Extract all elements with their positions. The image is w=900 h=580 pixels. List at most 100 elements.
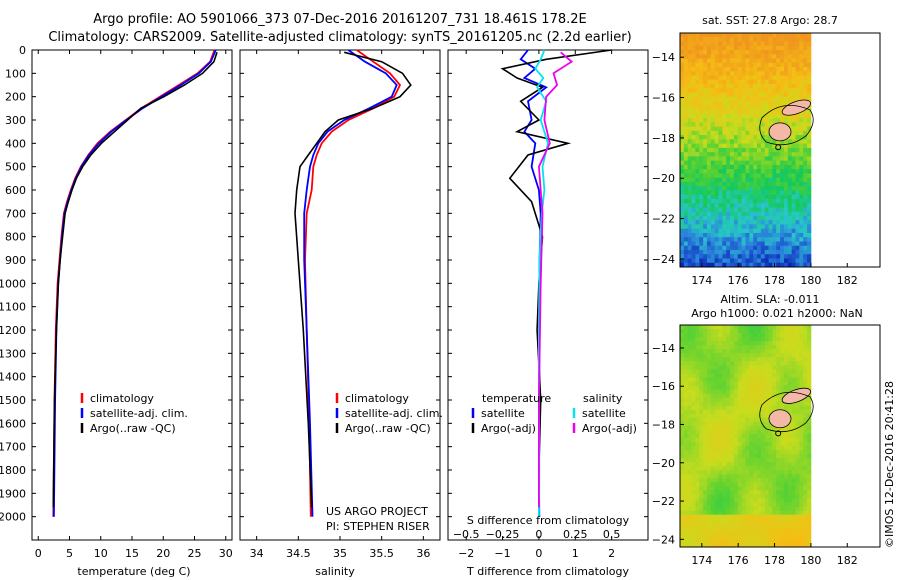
sst-map-title: sat. SST: 27.8 Argo: 28.7 [702, 14, 838, 27]
difference-xlabel: T difference from climatology [466, 565, 629, 578]
x-tick-label: −2 [458, 547, 474, 560]
map-frame [679, 324, 881, 548]
y-tick-label: 100 [5, 67, 26, 80]
y-tick-label: 800 [5, 231, 26, 244]
map-x-tick-label: 176 [728, 554, 749, 567]
figure-title-line2: Climatology: CARS2009. Satellite-adjuste… [48, 30, 631, 45]
legend-title: salinity [583, 392, 623, 405]
argo-position-marker [775, 144, 782, 151]
map-x-tick-label: 176 [728, 274, 749, 287]
legend-label: satellite [582, 407, 626, 420]
map-x-tick-label: 178 [764, 554, 785, 567]
x-tick-top-label: −0.5 [453, 528, 480, 541]
map-frame [679, 32, 881, 268]
argo-position-marker [775, 430, 782, 437]
y-tick-label: 1700 [0, 441, 26, 454]
x-tick-label: 35.5 [369, 547, 394, 560]
x-tick-label: 1 [572, 547, 579, 560]
map-x-tick-label: 182 [837, 554, 858, 567]
map-y-tick-label: −20 [652, 457, 675, 470]
y-tick-label: 400 [5, 137, 26, 150]
y-tick-label: 1300 [0, 347, 26, 360]
x-tick-label: 0 [535, 547, 542, 560]
map-y-tick-label: −20 [652, 172, 675, 185]
y-tick-label: 200 [5, 91, 26, 104]
map-x-tick-label: 180 [800, 554, 821, 567]
legend-label: Argo(..raw -QC) [90, 422, 176, 435]
map-x-tick-label: 180 [800, 274, 821, 287]
y-tick-label: 900 [5, 254, 26, 267]
legend-label: satellite-adj. clim. [345, 407, 443, 420]
map-y-tick-label: −16 [652, 92, 675, 105]
legend-label: Argo(-adj) [481, 422, 536, 435]
reef-contour [759, 391, 814, 433]
x-tick-top-label: 0.5 [603, 528, 621, 541]
x-tick-label: −1 [494, 547, 510, 560]
y-tick-label: 1200 [0, 324, 26, 337]
imos-credit: ©IMOS 12-Dec-2016 20:41:28 [883, 381, 896, 548]
x-tick-label: 20 [156, 547, 170, 560]
x-tick-label: 34 [250, 547, 264, 560]
plot-frame [239, 49, 441, 541]
y-tick-label: 1100 [0, 301, 26, 314]
map-y-tick-label: −24 [652, 533, 675, 546]
series-line-argo-raw-qc- [294, 51, 412, 508]
y-tick-label: 600 [5, 184, 26, 197]
map-x-tick-label: 178 [764, 274, 785, 287]
map-y-tick-label: −24 [652, 253, 675, 266]
map-y-tick-label: −22 [652, 495, 675, 508]
sla-map-subtitle: Argo h1000: 0.021 h2000: NaN [691, 307, 863, 320]
map-y-tick-label: −22 [652, 213, 675, 226]
sst-map: 174 176 178 180 182 −14 −16 −18 −20 −22 −24 [652, 32, 881, 287]
legend-label: climatology [90, 392, 154, 405]
y-tick-label: 1500 [0, 394, 26, 407]
reef-contour [759, 104, 814, 146]
y-tick-label: 0 [19, 44, 26, 57]
salinity-panel: 34 34.5 35 35.5 36 climatology satellite-adj. … [239, 49, 443, 560]
plot-frame [447, 49, 649, 541]
project-annotation-line2: PI: STEPHEN RISER [326, 520, 430, 533]
y-tick-label: 300 [5, 114, 26, 127]
series-line-s-argo-adj- [537, 51, 574, 508]
map-y-tick-label: −18 [652, 132, 675, 145]
y-tick-label: 1400 [0, 371, 26, 384]
y-tick-label: 1800 [0, 464, 26, 477]
legend-label: Argo(..raw -QC) [345, 422, 431, 435]
map-y-tick-label: −18 [652, 419, 675, 432]
x-tick-label: 2 [608, 547, 615, 560]
island-viti-levu [768, 409, 792, 429]
sla-map-title: Altim. SLA: -0.011 [720, 293, 819, 306]
temperature-xlabel: temperature (deg C) [77, 565, 190, 578]
legend-label: satellite-adj. clim. [90, 407, 188, 420]
x-tick-top-label: 0 [535, 528, 542, 541]
difference-xlabel-top: S difference from climatology [467, 514, 630, 527]
sla-map: 174 176 178 180 182 −14 −16 −18 −20 −22 −24 [652, 324, 881, 567]
series-line-argo-raw-qc- [52, 52, 218, 508]
map-cells [680, 33, 812, 268]
plot-frame [31, 49, 233, 541]
difference-panel: −2 −1 0 1 2 −0.5 −0.25 0 0.25 0.5 temperature salin… [447, 49, 649, 560]
map-x-tick-label: 182 [837, 274, 858, 287]
y-tick-label: 1900 [0, 487, 26, 500]
legend-label: satellite [481, 407, 525, 420]
x-tick-label: 25 [188, 547, 202, 560]
y-tick-label: 1000 [0, 277, 26, 290]
x-tick-label: 35 [333, 547, 347, 560]
x-tick-label: 5 [66, 547, 73, 560]
x-tick-top-label: −0.25 [486, 528, 520, 541]
map-y-tick-label: −14 [652, 342, 675, 355]
island-vanua-levu [781, 387, 812, 404]
y-tick-label: 700 [5, 207, 26, 220]
legend-title: temperature [482, 392, 551, 405]
temperature-panel: 0100200300400500600700800900100011001200… [0, 44, 233, 560]
y-tick-label: 1600 [0, 417, 26, 430]
x-tick-top-label: 0.25 [563, 528, 588, 541]
x-tick-label: 30 [219, 547, 233, 560]
map-y-tick-label: −14 [652, 51, 675, 64]
salinity-xlabel: salinity [315, 565, 355, 578]
island-vanua-levu [781, 99, 812, 116]
series-line-satellite-adj-clim- [303, 49, 398, 517]
legend-label: climatology [345, 392, 409, 405]
project-annotation-line1: US ARGO PROJECT [326, 505, 428, 518]
